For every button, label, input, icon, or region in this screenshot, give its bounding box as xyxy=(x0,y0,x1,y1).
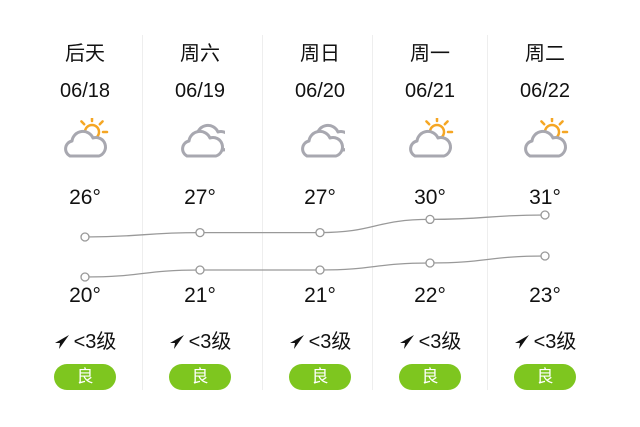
wind-info: <3级 xyxy=(487,325,603,354)
column-divider xyxy=(372,35,373,390)
forecast-day-column: 后天 06/18 26° 20° <3级 良 xyxy=(27,0,143,427)
high-temp-point xyxy=(540,210,550,220)
date-label: 06/19 xyxy=(174,80,226,102)
wind-direction-icon xyxy=(399,335,414,349)
day-label: 后天 xyxy=(65,41,105,65)
wind-info: <3级 xyxy=(262,325,378,354)
column-divider xyxy=(262,35,263,390)
date-label: 06/20 xyxy=(294,80,346,102)
date-label: 06/22 xyxy=(519,80,571,102)
high-temp: 27° xyxy=(304,186,336,209)
partly-sunny-icon xyxy=(520,115,570,160)
partly-sunny-icon xyxy=(60,115,110,160)
high-temp-line xyxy=(84,214,546,238)
high-temp: 31° xyxy=(529,186,561,209)
wind-level: <3级 xyxy=(533,331,577,353)
day-label: 周一 xyxy=(410,41,450,65)
high-temp: 30° xyxy=(414,186,446,209)
wind-level: <3级 xyxy=(308,331,352,353)
wind-direction-icon xyxy=(169,335,184,349)
wind-level: <3级 xyxy=(188,331,232,353)
low-temp-point xyxy=(195,265,205,275)
forecast-day-column: 周日 06/20 27° 21° <3级 良 xyxy=(262,0,378,427)
low-temp: 22° xyxy=(414,284,446,307)
date-label: 06/21 xyxy=(404,80,456,102)
day-label: 周日 xyxy=(300,41,340,65)
low-temp-point xyxy=(315,265,325,275)
forecast-day-column: 周二 06/22 31° 23° <3级 良 xyxy=(487,0,603,427)
aqi-badge[interactable]: 良 xyxy=(54,364,116,390)
cloudy-icon xyxy=(295,118,352,160)
low-temp-point xyxy=(425,258,435,268)
aqi-badge[interactable]: 良 xyxy=(289,364,351,390)
date-label: 06/18 xyxy=(59,80,111,102)
aqi-badge[interactable]: 良 xyxy=(514,364,576,390)
low-temp: 23° xyxy=(529,284,561,307)
wind-info: <3级 xyxy=(142,325,258,354)
forecast-day-column: 周六 06/19 27° 21° <3级 良 xyxy=(142,0,258,427)
low-temp: 21° xyxy=(184,284,216,307)
high-temp-point xyxy=(425,214,435,225)
low-temp: 20° xyxy=(69,284,101,307)
low-temp: 21° xyxy=(304,284,336,307)
day-label: 周六 xyxy=(180,41,220,65)
wind-info: <3级 xyxy=(372,325,488,354)
column-divider xyxy=(142,35,143,390)
aqi-badge[interactable]: 良 xyxy=(169,364,231,390)
wind-direction-icon xyxy=(289,335,304,349)
wind-info: <3级 xyxy=(27,325,143,354)
high-temp-point xyxy=(80,232,90,242)
wind-direction-icon xyxy=(54,335,69,349)
wind-level: <3级 xyxy=(73,331,117,353)
high-temp-point xyxy=(195,227,205,238)
aqi-badge[interactable]: 良 xyxy=(399,364,461,390)
column-divider xyxy=(487,35,488,390)
high-temp-point xyxy=(315,227,325,238)
low-temp-line xyxy=(84,255,546,278)
wind-level: <3级 xyxy=(418,331,462,353)
day-label: 周二 xyxy=(525,41,565,65)
low-temp-point xyxy=(80,272,90,282)
cloudy-icon xyxy=(175,118,232,160)
wind-direction-icon xyxy=(514,335,529,349)
high-temp: 27° xyxy=(184,186,216,209)
high-temp: 26° xyxy=(69,186,101,209)
partly-sunny-icon xyxy=(405,115,455,160)
forecast-day-column: 周一 06/21 30° 22° <3级 良 xyxy=(372,0,488,427)
low-temp-point xyxy=(540,251,550,261)
